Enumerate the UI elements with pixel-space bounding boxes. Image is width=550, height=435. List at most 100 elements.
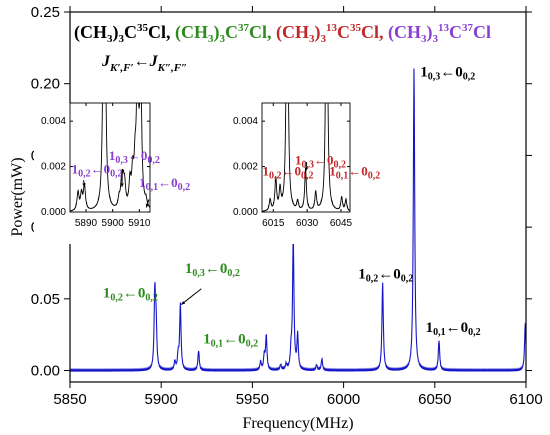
transition-label: 10,2←00,2: [72, 161, 123, 179]
transition-label: 10,2←00,2: [103, 285, 158, 303]
quantum-label-part: K″,F″: [157, 62, 188, 74]
x-tick-label: 6000: [327, 391, 360, 408]
label-arrow: ←: [123, 285, 138, 301]
legend-item-part: ): [427, 22, 433, 43]
legend-item-part: C: [449, 22, 462, 42]
label-lower: 0: [327, 152, 334, 167]
label-arrow: ←: [378, 267, 393, 283]
label-upper: 1: [109, 148, 116, 163]
quantum-number-label: JK′,F′←JK″,F″: [101, 53, 187, 74]
label-upper-sub: 0,3: [301, 159, 314, 170]
y-tick-label: 0.002: [41, 162, 66, 173]
label-upper: 1: [295, 152, 302, 167]
legend-item-part: 3: [433, 33, 439, 45]
y-tick-label: 0.00: [31, 363, 60, 380]
plot-frame: [261, 102, 351, 213]
x-tick-label: 5890: [75, 218, 98, 229]
quantum-label-part: J: [101, 53, 111, 70]
x-tick-label: 6050: [418, 391, 451, 408]
legend-item-part: (CH: [276, 22, 309, 43]
legend-item-part: C: [225, 22, 238, 42]
legend-item-part: 3: [119, 33, 125, 45]
legend-item-part: Cl,: [361, 22, 388, 42]
label-upper-sub: 0,2: [269, 171, 282, 182]
y-tick-label: 0.20: [31, 76, 60, 93]
legend-item-part: 3: [421, 33, 427, 45]
y-tick-label: 0.002: [233, 162, 258, 173]
legend-item-part: C: [337, 22, 350, 42]
legend-item-part: 37: [238, 22, 250, 34]
label-lower-sub: 0,2: [145, 292, 158, 303]
label-upper: 1: [72, 161, 79, 176]
y-tick-label: 0.004: [41, 116, 66, 127]
x-tick-label: 6100: [509, 391, 542, 408]
label-upper-sub: 0,3: [192, 268, 205, 279]
label-lower: 0: [461, 320, 469, 336]
label-arrow: ←: [348, 164, 361, 179]
label-upper-sub: 0,1: [336, 171, 349, 182]
label-arrow: ←: [91, 161, 104, 176]
label-upper: 1: [262, 164, 269, 179]
label-arrow: ←: [440, 65, 455, 81]
legend-item-part: 3: [309, 33, 315, 45]
label-arrow: ←: [223, 331, 238, 347]
label-lower-sub: 0,2: [333, 159, 346, 170]
legend-item-part: Cl,: [249, 22, 276, 42]
spectrum-trace: [70, 103, 150, 212]
label-upper: 1: [426, 320, 434, 336]
x-tick-label: 5850: [53, 391, 86, 408]
transition-label: 10,1←00,2: [139, 175, 190, 193]
legend-item-part: 35: [137, 22, 149, 34]
label-lower: 0: [220, 261, 228, 277]
x-tick-label: 5910: [128, 218, 151, 229]
y-tick-label: 0.25: [31, 4, 60, 21]
x-tick-label: 6030: [296, 218, 319, 229]
legend-item-part: ): [113, 22, 119, 43]
transition-label: 10,3←00,2: [185, 261, 240, 279]
label-upper-sub: 0,2: [78, 168, 91, 179]
spectrum-trace: [262, 103, 350, 212]
label-lower-sub: 0,2: [401, 274, 414, 285]
inset-plot-left: 5890 5900 59100.0000.0020.00410,2←00,210,3…: [34, 102, 190, 244]
label-lower-sub: 0,2: [368, 171, 381, 182]
transition-label: 10,1←00,2: [329, 164, 380, 182]
label-upper: 1: [139, 175, 146, 190]
label-lower: 0: [393, 267, 401, 283]
quantum-label-part: K′,F′: [109, 62, 134, 74]
transition-label: 10,3←00,2: [295, 152, 346, 170]
label-arrow: ←: [128, 148, 141, 163]
x-tick-label: 5950: [236, 391, 269, 408]
legend-item-part: 3: [321, 33, 327, 45]
label-arrow: ←: [446, 320, 461, 336]
legend-item-part: 3: [208, 33, 214, 45]
legend-item-part: 3: [107, 33, 113, 45]
label-lower: 0: [238, 331, 246, 347]
label-lower-sub: 0,2: [110, 168, 123, 179]
label-upper: 1: [203, 331, 211, 347]
legend-item-part: Cl: [473, 22, 491, 42]
label-lower: 0: [455, 65, 463, 81]
label-lower: 0: [104, 161, 111, 176]
y-tick-label: 0.000: [233, 207, 258, 218]
label-upper-sub: 0,2: [110, 292, 123, 303]
spectrum-trace: [70, 68, 526, 372]
inset-plot-right: 6015 6030 60450.0000.0020.00410,2←00,210,3…: [226, 102, 380, 244]
legend-item-part: C: [124, 22, 137, 42]
x-axis-label: Frequency(MHz): [242, 415, 353, 432]
x-tick-label: 6015: [262, 218, 285, 229]
legend-item-part: 13: [438, 22, 450, 34]
label-lower: 0: [171, 175, 178, 190]
legend-item-part: 3: [220, 33, 226, 45]
label-upper-sub: 0,1: [146, 182, 159, 193]
legend-item-part: 13: [326, 22, 338, 34]
legend-item-part: (CH: [175, 22, 208, 43]
transition-label: 10,3←00,2: [109, 148, 160, 166]
label-arrow: ←: [205, 261, 220, 277]
label-lower-sub: 0,2: [301, 171, 314, 182]
label-upper: 1: [358, 267, 366, 283]
transition-label: 10,1←00,2: [203, 331, 258, 349]
label-upper-sub: 0,2: [366, 274, 379, 285]
legend-formulas: (CH3)3C35Cl, (CH3)3C37Cl, (CH3)313C35Cl,…: [74, 22, 491, 45]
quantum-label-part: ←J: [134, 53, 159, 70]
